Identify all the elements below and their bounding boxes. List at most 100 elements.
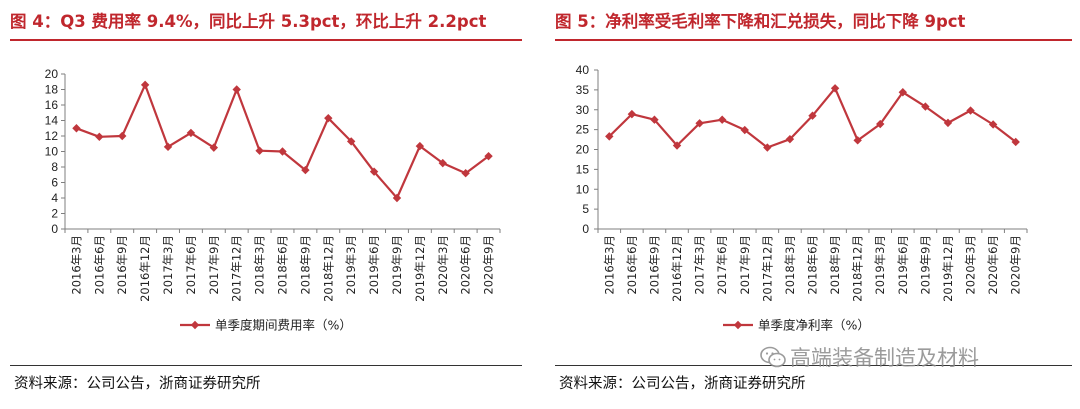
figure-5-title: 图 5：净利率受毛利率下降和汇兑损失，同比下降 9pct (555, 12, 966, 31)
data-point (301, 165, 310, 175)
data-point (966, 106, 975, 115)
y-tick-label: 30 (576, 103, 590, 117)
y-tick-label: 35 (576, 83, 590, 97)
title-divider (555, 39, 1072, 41)
data-point (186, 128, 196, 138)
source-note: 资料来源：公司公告，浙商证券研究所 (14, 376, 261, 392)
x-tick-label: 2019年9月 (390, 235, 404, 295)
data-point (415, 141, 425, 151)
x-tick-label: 2019年9月 (918, 235, 932, 295)
x-tick-label: 2020年3月 (964, 235, 978, 295)
y-tick-label: 12 (45, 129, 59, 143)
x-tick-label: 2018年6月 (806, 235, 820, 295)
y-tick-label: 2 (51, 207, 58, 221)
x-tick-label: 2016年12月 (138, 235, 152, 302)
x-tick-label: 2017年3月 (161, 235, 175, 295)
title-divider (10, 39, 522, 41)
y-tick-label: 4 (51, 191, 58, 205)
data-point (876, 119, 885, 129)
data-point (461, 169, 470, 178)
source-note: 资料来源：公司公告，浙商证券研究所 (559, 376, 806, 392)
x-tick-label: 2017年3月 (693, 235, 707, 295)
x-tick-label: 2019年6月 (367, 235, 381, 295)
x-tick-label: 2020年6月 (986, 235, 1000, 295)
legend-marker (190, 320, 200, 330)
data-point (72, 124, 81, 133)
x-tick-label: 2019年3月 (873, 235, 887, 295)
y-tick-label: 10 (576, 182, 590, 196)
x-tick-label: 2016年3月 (602, 235, 616, 295)
y-tick-label: 5 (582, 202, 589, 216)
watermark: 高端装备制造及材料 (760, 344, 979, 370)
y-tick-label: 18 (45, 83, 59, 97)
x-tick-label: 2019年3月 (344, 235, 358, 295)
x-tick-label: 2019年12月 (413, 235, 427, 302)
x-tick-label: 2020年9月 (1009, 235, 1023, 295)
data-point (627, 109, 637, 119)
x-tick-label: 2017年12月 (230, 235, 244, 302)
y-tick-label: 15 (576, 162, 590, 176)
y-tick-label: 6 (51, 176, 58, 190)
data-point (898, 88, 908, 97)
data-point (278, 147, 287, 156)
series-line (76, 83, 490, 200)
x-tick-label: 2020年6月 (459, 235, 473, 295)
x-tick-label: 2018年6月 (276, 235, 290, 295)
y-tick-label: 20 (576, 143, 590, 157)
x-tick-label: 2016年6月 (625, 235, 639, 295)
legend-label: 单季度期间费用率（%） (215, 318, 352, 333)
x-tick-label: 2018年9月 (828, 235, 842, 295)
legend-label: 单季度净利率（%） (758, 318, 870, 333)
source-divider (555, 365, 1072, 366)
data-point (255, 146, 264, 155)
y-tick-label: 8 (51, 160, 58, 174)
data-point (369, 167, 379, 176)
x-tick-label: 2016年9月 (115, 235, 129, 295)
figure-4-title: 图 4：Q3 费用率 9.4%，同比上升 5.3pct，环比上升 2.2pct (10, 12, 487, 31)
data-point (346, 137, 356, 146)
x-tick-label: 2016年3月 (69, 235, 83, 295)
x-tick-label: 2018年3月 (253, 235, 267, 295)
data-point (118, 131, 127, 141)
x-tick-label: 2020年3月 (436, 235, 450, 295)
y-tick-label: 0 (582, 222, 589, 236)
left-panel: 图 4：Q3 费用率 9.4%，同比上升 5.3pct，环比上升 2.2pct … (0, 0, 530, 409)
data-point (163, 142, 173, 152)
x-tick-label: 2017年9月 (738, 235, 752, 295)
x-tick-label: 2018年12月 (321, 235, 335, 302)
legend-marker (733, 320, 743, 330)
x-tick-label: 2019年12月 (941, 235, 955, 302)
x-tick-label: 2019年6月 (896, 235, 910, 295)
x-tick-label: 2018年3月 (783, 235, 797, 295)
x-tick-label: 2017年6月 (184, 235, 198, 295)
data-point (392, 193, 402, 203)
watermark-text: 高端装备制造及材料 (790, 346, 979, 370)
x-tick-label: 2016年6月 (92, 235, 106, 295)
data-point (438, 158, 447, 168)
x-tick-label: 2020年9月 (482, 235, 496, 295)
y-tick-label: 10 (45, 145, 59, 159)
y-tick-label: 0 (51, 222, 58, 236)
data-point (808, 111, 817, 120)
x-tick-label: 2016年12月 (670, 235, 684, 302)
data-point (232, 85, 241, 94)
right-panel: 图 5：净利率受毛利率下降和汇兑损失，同比下降 9pct 0 5 10 15 20 25 3… (545, 0, 1080, 409)
x-tick-label: 2016年9月 (647, 235, 661, 295)
x-tick-label: 2017年12月 (760, 235, 774, 302)
data-point (95, 132, 104, 141)
source-divider (10, 365, 522, 366)
data-point (484, 151, 493, 161)
y-tick-label: 25 (576, 123, 590, 137)
net-margin-chart: 0 5 10 15 20 25 30 35 40 2016年3月 2016年6月 2016年9月 201… (576, 63, 1028, 333)
x-tick-label: 2017年6月 (715, 235, 729, 295)
x-tick-label: 2017年9月 (207, 235, 221, 295)
x-tick-label: 2018年12月 (851, 235, 865, 302)
y-tick-label: 40 (576, 63, 590, 77)
y-tick-label: 20 (45, 67, 59, 81)
wechat-logo-icon (760, 346, 786, 368)
data-point (140, 80, 150, 90)
y-tick-label: 16 (45, 98, 59, 112)
data-point (209, 143, 219, 152)
y-tick-label: 14 (45, 114, 59, 128)
